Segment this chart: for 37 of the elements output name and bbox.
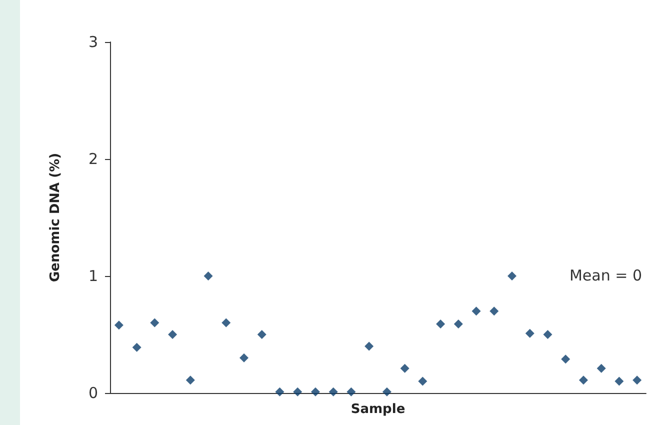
point bbox=[561, 354, 570, 364]
point bbox=[400, 364, 410, 373]
y-tick-label: 0 bbox=[88, 384, 98, 402]
point bbox=[240, 353, 248, 362]
point bbox=[382, 387, 392, 396]
point bbox=[490, 306, 499, 316]
point bbox=[454, 319, 463, 328]
point bbox=[632, 376, 642, 385]
point bbox=[328, 387, 338, 396]
point bbox=[168, 330, 178, 339]
point bbox=[436, 319, 446, 328]
point bbox=[472, 306, 481, 316]
x-axis-title: Sample bbox=[350, 402, 406, 417]
point bbox=[132, 342, 142, 352]
point bbox=[418, 376, 428, 386]
point bbox=[114, 320, 124, 330]
y-tick-label: 1 bbox=[88, 267, 98, 285]
point bbox=[525, 328, 534, 338]
point bbox=[596, 364, 606, 373]
point bbox=[614, 376, 624, 386]
point bbox=[364, 342, 374, 351]
point bbox=[543, 330, 552, 339]
point bbox=[508, 272, 516, 280]
annotation: Mean = 0 bbox=[569, 266, 642, 284]
point bbox=[222, 318, 231, 328]
point bbox=[186, 376, 195, 385]
y-axis-title: Genomic DNA (%) bbox=[48, 152, 63, 282]
point bbox=[204, 272, 213, 280]
y-tick-label: 3 bbox=[88, 33, 98, 51]
y-tick-label: 2 bbox=[88, 150, 98, 168]
point bbox=[257, 330, 266, 339]
point bbox=[275, 387, 284, 396]
point bbox=[578, 376, 588, 385]
point bbox=[346, 387, 356, 396]
point bbox=[150, 318, 160, 328]
point bbox=[310, 387, 320, 396]
point bbox=[293, 387, 302, 396]
